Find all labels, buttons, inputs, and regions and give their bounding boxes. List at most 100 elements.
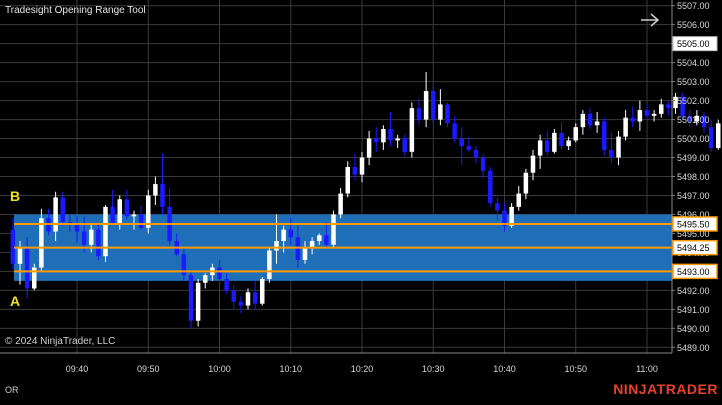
candle-body (53, 197, 58, 232)
candle-body (402, 138, 407, 152)
candle-body (509, 206, 514, 226)
x-tick-label: 09:40 (66, 364, 89, 374)
x-tick-label: 10:50 (564, 364, 587, 374)
candle-body (381, 129, 386, 143)
x-tick-label: 10:10 (279, 364, 302, 374)
x-tick-label: 10:40 (493, 364, 516, 374)
candle-body (302, 246, 308, 261)
candle-body (566, 140, 571, 147)
price-label-box (672, 263, 718, 280)
last-price-text: 5505.00 (677, 39, 710, 49)
candle-body (637, 110, 643, 122)
candle-body (701, 115, 707, 128)
candle-body (495, 203, 500, 211)
y-tick-label: 5501.00 (677, 115, 710, 125)
x-tick-label: 11:00 (636, 364, 658, 374)
y-tick-label: 5500.00 (677, 134, 710, 144)
price-label-box (672, 216, 718, 232)
y-tick-label: 5496.00 (677, 210, 710, 220)
candle-body (352, 167, 358, 175)
y-tick-label: 5491.00 (677, 305, 710, 315)
y-tick-label: 5492.00 (677, 286, 710, 296)
y-tick-label: 5503.00 (677, 77, 710, 87)
candle-body (146, 195, 151, 228)
candle-body (537, 140, 543, 156)
candle-body (110, 206, 115, 224)
y-tick-label: 5489.00 (677, 343, 710, 353)
candle-body (32, 267, 37, 289)
candle-body (587, 113, 593, 126)
candle-body (609, 149, 614, 158)
candle-body (388, 129, 393, 141)
candle-body (594, 121, 600, 126)
candle-body (338, 193, 343, 215)
candle-body (81, 231, 87, 245)
candle-body (659, 104, 664, 114)
y-tick-label: 5507.00 (677, 1, 710, 11)
candle-body (559, 132, 564, 147)
candle-body (231, 290, 236, 302)
candle-body (96, 229, 101, 257)
candle-body (260, 278, 265, 304)
candle-body (181, 254, 187, 276)
candle-body (680, 96, 685, 116)
candle-body (203, 275, 208, 283)
marker-a: A (10, 293, 20, 309)
y-tick-label: 5497.00 (677, 191, 710, 201)
y-tick-label: 5506.00 (677, 20, 710, 30)
x-tick-label: 10:30 (422, 364, 445, 374)
candle-body (716, 123, 721, 149)
candle-body (245, 292, 251, 306)
y-tick-label: 5499.00 (677, 153, 710, 163)
candle-body (160, 184, 165, 207)
y-tick-label: 5495.00 (677, 229, 710, 239)
candle-body (74, 223, 80, 232)
candle-body (466, 146, 472, 150)
candle-body (366, 138, 372, 158)
last-price-box (672, 36, 718, 52)
price-label-box (672, 239, 718, 256)
candle-body (288, 229, 293, 238)
price-label-text: 5495.50 (677, 219, 710, 229)
candle-body (274, 241, 279, 251)
copyright-text: © 2024 NinjaTrader, LLC (5, 336, 116, 347)
candle-body (573, 127, 578, 141)
candle-body (89, 229, 94, 245)
candle-body (673, 96, 678, 109)
brand-logo: NINJATRADER (613, 381, 718, 397)
candle-body (103, 206, 108, 257)
candle-body (459, 138, 464, 147)
candle-body (708, 127, 714, 149)
candle-body (452, 123, 457, 139)
candle-body (374, 138, 379, 143)
candle-body (153, 184, 158, 196)
candle-body (602, 121, 607, 150)
candle-body (438, 104, 443, 120)
y-tick-label: 5498.00 (677, 172, 710, 182)
candle-body (60, 197, 65, 223)
candle-body (644, 110, 650, 116)
x-tick-label: 09:50 (137, 364, 160, 374)
candle-body (345, 167, 350, 194)
candle-body (238, 301, 244, 306)
candle-body (409, 108, 415, 152)
candle-body (623, 117, 628, 137)
candle-body (480, 157, 486, 171)
candle-body (324, 235, 329, 245)
status-label: OR (5, 385, 19, 395)
y-tick-label: 5490.00 (677, 324, 710, 334)
y-tick-label: 5504.00 (677, 58, 710, 68)
candle-body (224, 278, 229, 291)
candle-body (217, 267, 222, 279)
candle-body (331, 214, 336, 245)
candle-body (252, 292, 258, 304)
price-label-text: 5494.25 (677, 243, 710, 253)
candle-body (431, 91, 436, 120)
candle-body (694, 115, 700, 122)
arrow-right-icon[interactable] (641, 13, 660, 27)
candle-body (616, 136, 621, 158)
candle-body (580, 113, 586, 128)
candle-body (687, 115, 692, 122)
